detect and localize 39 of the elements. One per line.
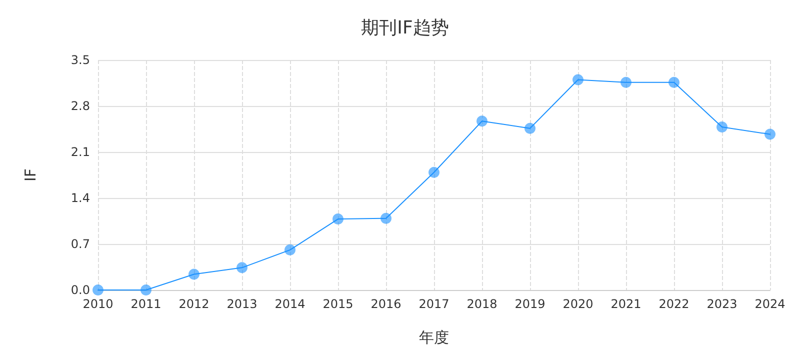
point: [236, 262, 248, 274]
point: [620, 76, 632, 88]
y-axis-title: IF: [22, 168, 40, 182]
x-tick-label: 2023: [706, 297, 738, 311]
x-tick-label: 2016: [370, 297, 402, 311]
x-tick-label: 2013: [226, 297, 258, 311]
x-tick-label: 2022: [658, 297, 690, 311]
y-tick-label: 0.0: [70, 283, 90, 297]
x-tick-label: 2019: [514, 297, 546, 311]
point: [92, 284, 104, 296]
point: [380, 212, 392, 224]
point: [332, 214, 344, 225]
point: [284, 244, 296, 256]
point: [764, 128, 776, 140]
y-tick-label: 2.8: [70, 99, 90, 113]
chart-title: 期刊IF趋势: [361, 18, 449, 38]
x-axis-title: 年度: [419, 328, 449, 346]
x-tick-label: 2017: [418, 297, 450, 311]
x-tick-label: 2018: [466, 297, 498, 311]
y-tick-label: 2.1: [70, 145, 90, 159]
point: [188, 268, 200, 280]
x-tick-label: 2011: [130, 297, 162, 311]
y-tick-label: 3.5: [70, 53, 90, 67]
point: [476, 116, 488, 127]
point: [428, 166, 440, 178]
point: [140, 284, 152, 296]
y-tick-label: 0.7: [70, 237, 90, 251]
x-tick-label: 2014: [274, 297, 306, 311]
point: [524, 122, 536, 134]
x-tick-label: 2010: [82, 297, 114, 311]
x-tick-label: 2020: [562, 297, 594, 311]
point: [716, 122, 728, 133]
point: [572, 74, 584, 86]
x-tick-label: 2024: [754, 297, 786, 311]
x-tick-label: 2021: [610, 297, 642, 311]
x-tick-label: 2015: [322, 297, 354, 311]
point: [668, 76, 680, 88]
x-tick-label: 2012: [178, 297, 210, 311]
y-tick-label: 1.4: [70, 191, 90, 205]
